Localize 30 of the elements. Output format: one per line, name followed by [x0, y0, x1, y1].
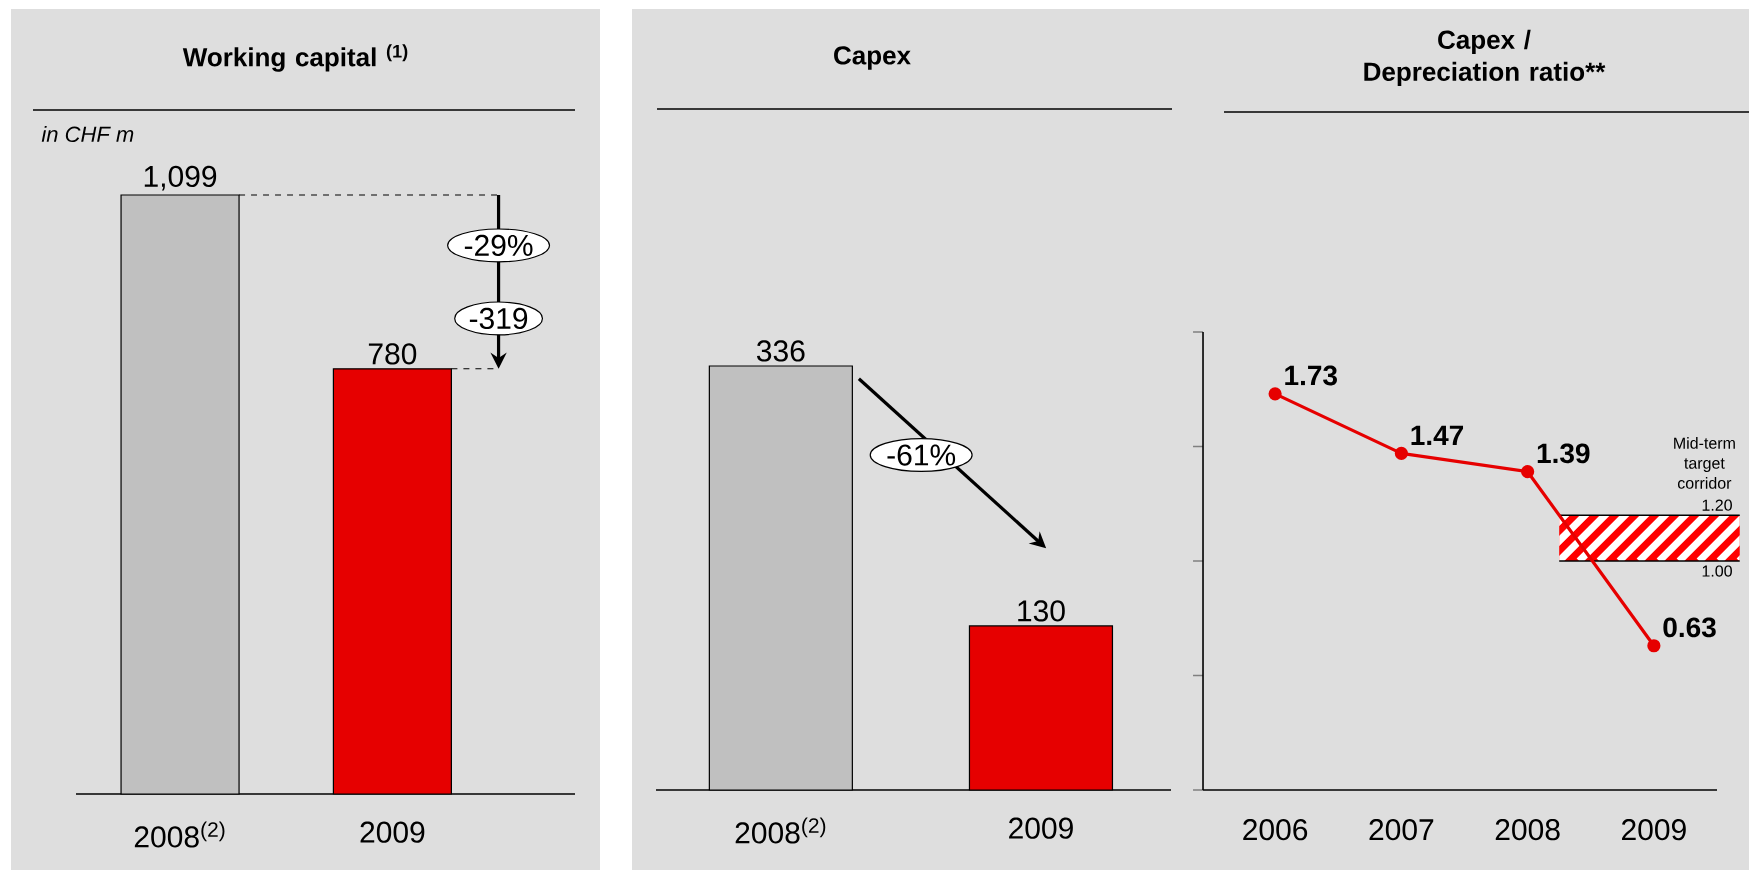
x-tick-label: 2009 — [1622, 819, 1686, 841]
x-tick-label: 2009 — [1009, 817, 1073, 839]
annotation: -319 — [469, 307, 528, 330]
annotation: -29% — [464, 234, 533, 257]
data-label: 130 — [1018, 600, 1065, 622]
point — [1521, 465, 1535, 479]
x-tick-label: 2008$^{(2)}$ — [134, 821, 225, 848]
point — [1647, 639, 1661, 653]
data-label: 1.39 — [1537, 443, 1590, 464]
band-label: Mid-term target corridor — [1674, 437, 1735, 489]
text: in CHF m — [41, 125, 134, 143]
data-label: 1.47 — [1411, 425, 1464, 445]
data-label: 336 — [756, 340, 805, 362]
x-tick-label: 2007 — [1369, 819, 1434, 841]
point — [1394, 446, 1408, 460]
point — [1268, 387, 1282, 401]
x-tick-label: 2006 — [1243, 819, 1308, 841]
chart-title: Working capital $^{(1)}$ — [182, 44, 408, 72]
annotation: 1.00 — [1702, 565, 1732, 577]
data-label: 0.63 — [1663, 617, 1716, 638]
annotation: -61% — [887, 444, 956, 466]
x-tick-label: 2009 — [360, 821, 425, 843]
x-tick-label: 2008$^{(2)}$ — [735, 817, 826, 844]
annotation: 1.20 — [1702, 499, 1732, 511]
chart-title: Capex / Depreciation ratio** — [1364, 29, 1606, 87]
data-label: 1,099 — [144, 165, 217, 191]
data-label: 780 — [368, 343, 417, 365]
data-label: 1.73 — [1285, 365, 1337, 386]
x-tick-label: 2008 — [1495, 819, 1560, 841]
chart-title: Capex — [834, 46, 911, 70]
